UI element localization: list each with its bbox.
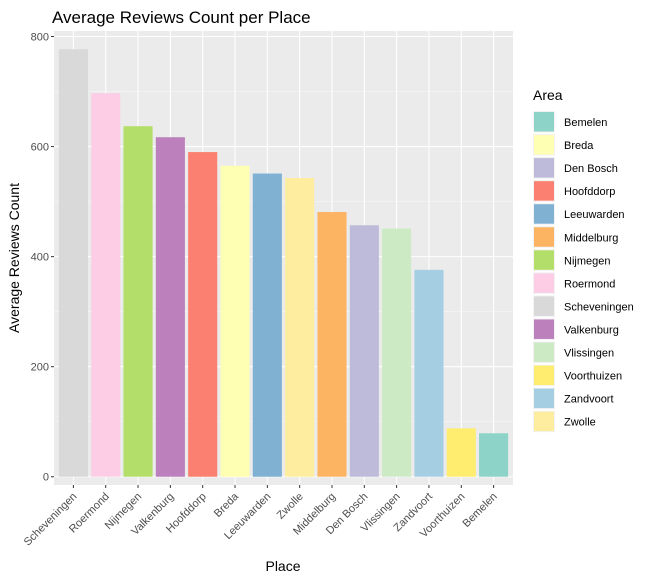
- legend-key: [534, 319, 554, 339]
- bar-nijmegen: [123, 126, 153, 477]
- x-tick-label: Bemelen: [461, 491, 500, 530]
- y-axis: 0 200 400 600 800: [31, 32, 54, 484]
- legend-key: [534, 296, 554, 316]
- legend-key: [534, 342, 554, 362]
- legend-label: Middelburg: [564, 232, 618, 244]
- bar-breda: [220, 165, 250, 477]
- legend-key: [534, 365, 554, 386]
- legend-key: [534, 273, 554, 293]
- legend-key: [534, 411, 554, 432]
- bar-scheveningen: [58, 49, 88, 477]
- bar-bemelen: [479, 433, 509, 477]
- bar-middelburg: [317, 212, 347, 477]
- bar-zwolle: [285, 177, 315, 477]
- legend-label: Leeuwarden: [564, 209, 625, 221]
- chart-title: Average Reviews Count per Place: [52, 8, 311, 27]
- legend-key: [534, 250, 554, 270]
- y-tick-label: 600: [31, 142, 49, 154]
- legend-label: Nijmegen: [564, 255, 610, 267]
- y-tick-label: 200: [31, 362, 49, 374]
- y-axis-title: Average Reviews Count: [6, 183, 22, 333]
- legend: Bemelen Breda Den Bosch Hoofddorp Leeuwarden…: [533, 111, 634, 433]
- legend-key: [534, 181, 554, 201]
- legend-label: Vlissingen: [564, 348, 614, 360]
- plot-panel: [54, 31, 513, 485]
- x-tick-label: Zwolle: [275, 491, 306, 522]
- legend-label: Bemelen: [564, 117, 607, 129]
- legend-key: [534, 158, 554, 178]
- y-tick-label: 800: [31, 32, 49, 44]
- legend-key: [534, 112, 554, 132]
- legend-label: Roermond: [564, 278, 615, 290]
- y-tick-label: 0: [43, 472, 49, 484]
- legend-title: Area: [533, 87, 563, 103]
- legend-label: Hoofddorp: [564, 186, 615, 198]
- x-tick-label: Scheveningen: [22, 491, 80, 549]
- bar-leeuwarden: [252, 173, 282, 477]
- y-tick-label: 400: [31, 252, 49, 264]
- bar-roermond: [91, 93, 121, 477]
- bar-hoofddorp: [188, 152, 218, 477]
- legend-label: Zandvoort: [564, 394, 614, 406]
- legend-key: [534, 204, 554, 224]
- bar-vlissingen: [382, 228, 412, 477]
- legend-label: Scheveningen: [564, 301, 634, 313]
- x-axis-title: Place: [265, 558, 300, 574]
- x-axis: ScheveningenRoermondNijmegenValkenburgHo…: [22, 485, 500, 548]
- legend-key: [534, 227, 554, 247]
- legend-label: Breda: [564, 140, 594, 152]
- legend-label: Zwolle: [564, 417, 596, 429]
- legend-label: Valkenburg: [564, 324, 619, 336]
- legend-label: Den Bosch: [564, 163, 618, 175]
- bar-den-bosch: [349, 225, 379, 477]
- bars: [58, 49, 509, 477]
- legend-key: [534, 388, 554, 409]
- bar-zandvoort: [414, 269, 444, 477]
- bar-voorthuizen: [446, 428, 476, 477]
- legend-label: Voorthuizen: [564, 371, 622, 383]
- bar-valkenburg: [155, 137, 185, 477]
- legend-key: [534, 135, 554, 155]
- x-tick-label: Breda: [212, 490, 242, 520]
